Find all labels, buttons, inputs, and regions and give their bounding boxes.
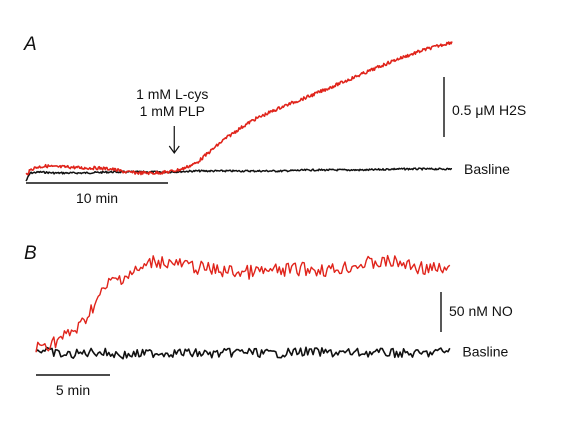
time-scale-label-b: 5 min (56, 382, 90, 398)
annotation-line-2: 1 mM PLP (140, 103, 205, 119)
panel-b-label: B (24, 243, 37, 264)
amplitude-scale-label-a: 0.5 μM H2S (452, 102, 526, 118)
panel-b-plot: Basline 5 min 50 nM NO (35, 254, 513, 398)
red-trace-a (25, 41, 453, 176)
annotation-arrow (168, 126, 180, 155)
panel-a-label: A (23, 34, 37, 55)
amplitude-scale-label-b: 50 nM NO (449, 303, 513, 319)
baseline-label-a: Basline (464, 161, 510, 177)
annotation-line-1: 1 mM L-cys (136, 86, 208, 102)
baseline-trace-b (35, 346, 451, 360)
time-scale-label-a: 10 min (76, 190, 118, 206)
red-trace-b (35, 254, 451, 353)
baseline-trace-a (25, 167, 453, 182)
baseline-label-b: Basline (462, 343, 508, 359)
